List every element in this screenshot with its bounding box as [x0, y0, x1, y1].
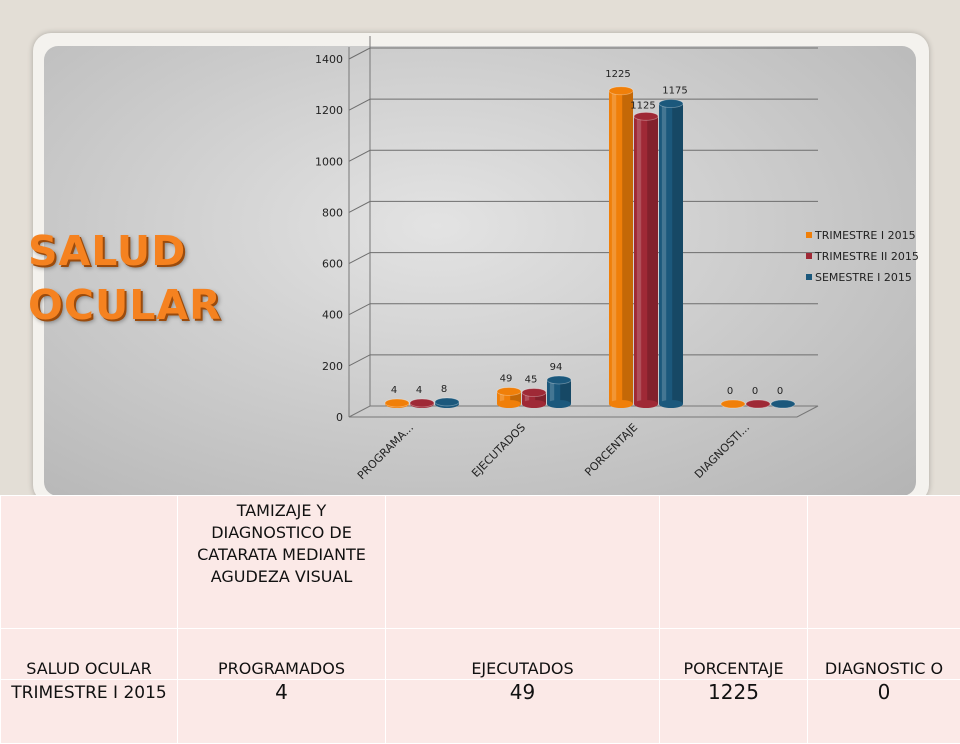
data-label: 0 — [777, 386, 783, 397]
column-header: EJECUTADOS — [386, 629, 660, 680]
data-label: 49 — [500, 373, 513, 384]
bar-highlight — [637, 116, 641, 404]
data-label: 0 — [752, 386, 758, 397]
bar-top — [435, 398, 459, 406]
column-header: SALUD OCULAR — [1, 629, 178, 680]
x-tick-label: PORCENTAJE — [582, 421, 640, 479]
table-title-cell: TAMIZAJE Y DIAGNOSTICO DE CATARATA MEDIA… — [178, 496, 386, 629]
bar-top — [609, 87, 633, 95]
bar-top — [385, 399, 409, 407]
table-cell: 1225 — [660, 680, 808, 744]
table-header-row: TAMIZAJE Y DIAGNOSTICO DE CATARATA MEDIA… — [1, 496, 960, 629]
column-header: DIAGNOSTIC O — [808, 629, 960, 680]
table-cell: 49 — [386, 680, 660, 744]
x-tick-label: PROGRAMA... — [355, 421, 416, 482]
bar-chart: 0 200 400 600 800 1000 1200 1400 4 4 8 PROGRAMA... 4… — [0, 0, 960, 500]
bar-top — [721, 400, 745, 408]
table-cell-empty — [386, 496, 660, 629]
legend-label: SEMESTRE I 2015 — [815, 271, 912, 284]
x-tick-label: EJECUTADOS — [469, 421, 528, 480]
legend-label: TRIMESTRE II 2015 — [814, 250, 919, 263]
data-label: 4 — [391, 385, 397, 396]
legend-label: TRIMESTRE I 2015 — [814, 229, 916, 242]
table-cell-empty — [660, 496, 808, 629]
gridline — [349, 253, 818, 264]
y-tick-label: 800 — [322, 206, 343, 219]
bar-base — [547, 400, 571, 408]
legend-swatch — [806, 274, 812, 280]
bar-base — [522, 400, 546, 408]
bar-top — [634, 112, 658, 120]
bar-top — [659, 100, 683, 108]
data-label: 1225 — [605, 69, 630, 80]
gridline — [349, 48, 818, 59]
bar-base — [609, 400, 633, 408]
y-tick-label: 400 — [322, 309, 343, 322]
data-table: TAMIZAJE Y DIAGNOSTICO DE CATARATA MEDIA… — [0, 495, 960, 744]
table-cell-empty — [808, 496, 960, 629]
data-label: 1125 — [630, 100, 655, 111]
bar-top — [547, 376, 571, 384]
x-tick-label: DIAGNOSTI... — [692, 421, 752, 481]
column-header: PORCENTAJE — [660, 629, 808, 680]
y-tick-label: 0 — [336, 411, 343, 424]
gridline — [349, 150, 818, 161]
bar-top — [522, 388, 546, 396]
bar-highlight — [662, 104, 666, 404]
bar-base — [497, 400, 521, 408]
legend-swatch — [806, 232, 812, 238]
bar-top — [771, 400, 795, 408]
row-label: TRIMESTRE I 2015 — [1, 680, 178, 744]
table-cell-empty — [1, 496, 178, 629]
bar-base — [659, 400, 683, 408]
table-cell: 0 — [808, 680, 960, 744]
bar-highlight — [612, 91, 616, 404]
data-label: 94 — [550, 362, 563, 373]
y-tick-label: 1000 — [315, 155, 343, 168]
y-tick-label: 1200 — [315, 104, 343, 117]
gridline — [349, 99, 818, 110]
table-row: TRIMESTRE I 2015 4 49 1225 0 — [1, 680, 960, 744]
y-tick-label: 200 — [322, 360, 343, 373]
bar-top — [410, 399, 434, 407]
y-tick-label: 600 — [322, 258, 343, 271]
bar-top — [746, 400, 770, 408]
table-cell: 4 — [178, 680, 386, 744]
data-label: 1175 — [662, 86, 687, 97]
bar-top — [497, 387, 521, 395]
column-header: PROGRAMADOS — [178, 629, 386, 680]
bar-base — [634, 400, 658, 408]
y-tick-label: 1400 — [315, 53, 343, 66]
data-label: 4 — [416, 385, 422, 396]
bar-shade — [622, 91, 633, 404]
data-label: 45 — [525, 374, 538, 385]
bar-shade — [647, 116, 658, 404]
data-label: 8 — [441, 384, 447, 395]
gridline — [349, 201, 818, 212]
table-columns-row: SALUD OCULAR PROGRAMADOS EJECUTADOS PORC… — [1, 629, 960, 680]
bar-shade — [672, 104, 683, 404]
legend-swatch — [806, 253, 812, 259]
gridline — [349, 304, 818, 315]
data-label: 0 — [727, 386, 733, 397]
gridline — [349, 355, 818, 366]
